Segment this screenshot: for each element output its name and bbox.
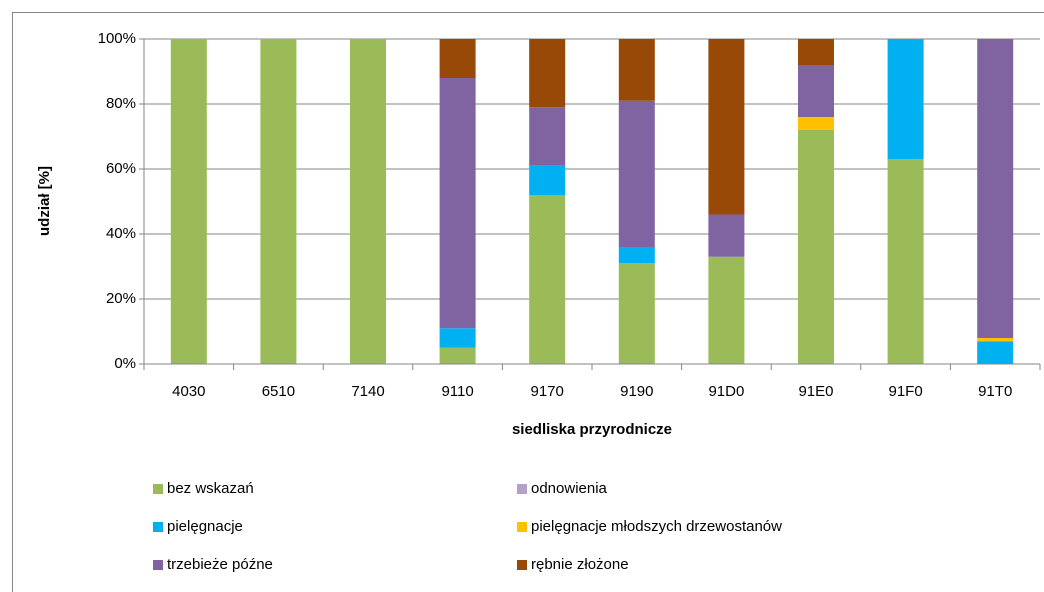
bar-segment	[439, 328, 476, 348]
bar-segment	[977, 39, 1014, 338]
bar-segment	[260, 39, 297, 364]
bar-segment	[618, 39, 655, 101]
bar-segment	[798, 130, 834, 364]
bar-segment	[529, 39, 566, 108]
x-tick-label: 9170	[531, 383, 564, 400]
x-tick-label: 91F0	[888, 383, 922, 400]
x-tick-label: 4030	[172, 383, 205, 400]
legend-label: pielęgnacje młodszych drzewostanów	[531, 518, 782, 535]
bar-segment	[708, 214, 745, 257]
bar-segment	[529, 107, 566, 166]
legend-swatch	[517, 484, 527, 494]
bar-segment	[798, 117, 834, 130]
bar-segment	[798, 65, 834, 117]
legend-label: bez wskazań	[167, 480, 254, 497]
bar-segment	[529, 195, 566, 364]
legend-label: rębnie złożone	[531, 556, 629, 573]
bar-segment	[708, 39, 745, 215]
x-tick-label: 91T0	[978, 383, 1012, 400]
bar-segment	[170, 39, 207, 364]
bar-segment	[439, 78, 476, 329]
x-tick-label: 9110	[441, 383, 473, 400]
y-tick-label: 60%	[106, 160, 136, 177]
bar-segment	[439, 347, 476, 364]
y-tick-label: 40%	[106, 225, 136, 242]
bar-segment	[529, 165, 566, 195]
y-tick-label: 100%	[98, 30, 136, 47]
bar-segment	[798, 39, 834, 65]
bar-segment	[618, 263, 655, 364]
bar-segment	[618, 247, 655, 264]
legend-label: trzebieże późne	[167, 556, 273, 573]
legend-swatch	[153, 560, 163, 570]
x-axis-title: siedliska przyrodnicze	[512, 421, 672, 438]
y-tick-label: 0%	[114, 355, 136, 372]
y-tick-label: 80%	[106, 95, 136, 112]
legend-swatch	[517, 522, 527, 532]
x-tick-label: 9190	[620, 383, 653, 400]
legend-swatch	[153, 522, 163, 532]
bar-segment	[887, 159, 924, 364]
legend-label: pielęgnacje	[167, 518, 243, 535]
bar-segment	[977, 338, 1014, 342]
legend-swatch	[517, 560, 527, 570]
bar-segment	[618, 100, 655, 247]
x-tick-label: 6510	[262, 383, 295, 400]
bar-segment	[977, 341, 1014, 364]
y-axis-title: udział [%]	[36, 166, 53, 236]
x-tick-label: 91E0	[798, 383, 833, 400]
x-tick-label: 7140	[351, 383, 384, 400]
x-tick-label: 91D0	[708, 383, 744, 400]
bar-segment	[350, 39, 386, 364]
legend-swatch	[153, 484, 163, 494]
legend-label: odnowienia	[531, 480, 608, 497]
bar-segment	[708, 256, 745, 364]
y-tick-label: 20%	[106, 290, 136, 307]
bar-segment	[439, 39, 476, 78]
bar-segment	[887, 39, 924, 160]
